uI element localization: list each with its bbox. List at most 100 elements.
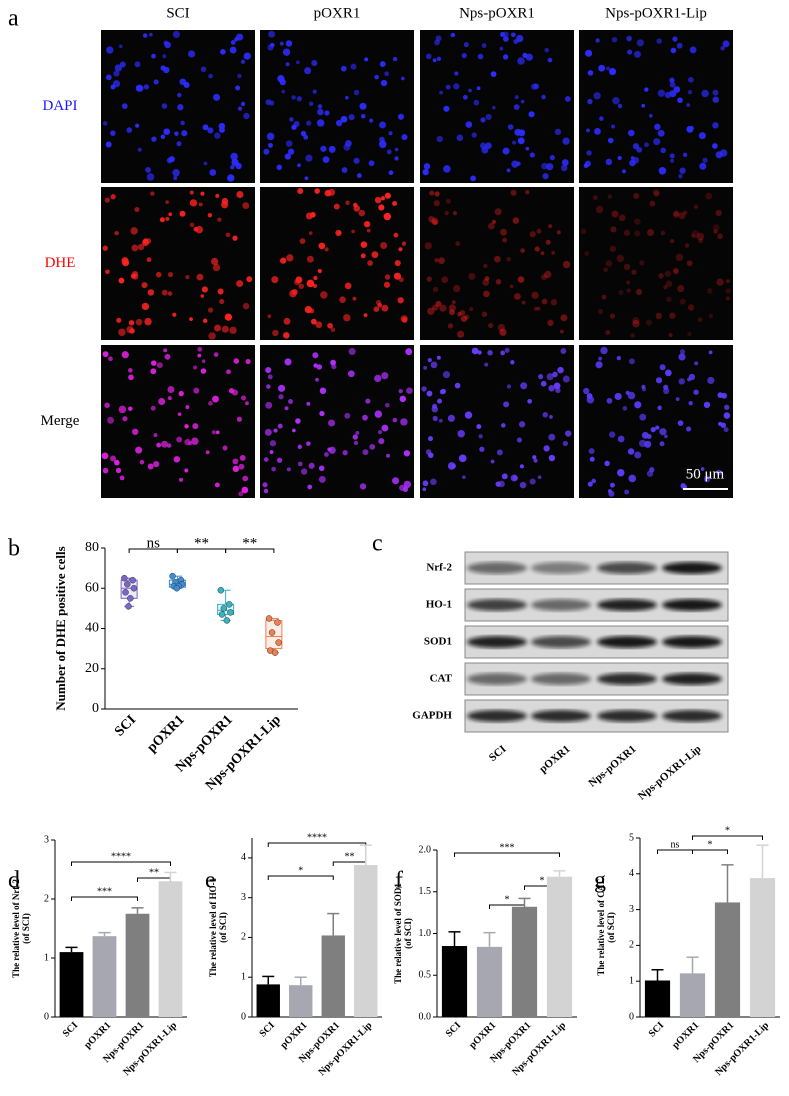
y-tick-label: 20 (85, 661, 99, 676)
cell (454, 71, 459, 76)
cell (502, 31, 509, 38)
cell (655, 312, 663, 320)
cell (135, 84, 143, 92)
cell (406, 387, 413, 394)
cell (456, 330, 465, 338)
cell (359, 483, 367, 490)
cell (267, 44, 274, 51)
x-tick-label: pOXR1 (82, 1020, 113, 1051)
cell (670, 158, 675, 163)
blot-band (597, 710, 657, 722)
cell (394, 259, 401, 267)
cell (520, 248, 525, 253)
cell (483, 290, 490, 298)
cell (243, 112, 250, 120)
cell (377, 430, 383, 435)
cell (167, 396, 172, 401)
cell (353, 205, 361, 212)
y-tick-label: 0.5 (419, 970, 432, 981)
cell (639, 413, 647, 421)
cell (432, 304, 439, 311)
cell (291, 95, 296, 100)
cell (291, 124, 297, 130)
cell (666, 296, 672, 303)
cell (657, 129, 665, 137)
cell (440, 388, 446, 394)
blot-band (662, 710, 722, 722)
cell (626, 49, 633, 55)
cell (266, 132, 275, 141)
blot-band (531, 673, 591, 685)
cell (319, 387, 327, 395)
cell (303, 134, 309, 140)
cell (541, 274, 547, 280)
cell (672, 36, 678, 42)
cell (398, 277, 404, 283)
cell (378, 438, 385, 445)
cell (611, 210, 619, 218)
cell (603, 267, 608, 272)
cell (627, 448, 635, 455)
cell (324, 247, 329, 252)
cell (494, 255, 501, 263)
cell (269, 440, 277, 447)
cell (723, 427, 729, 433)
cell (285, 40, 293, 47)
cell (669, 81, 676, 88)
cell (481, 43, 487, 48)
cell (221, 325, 229, 333)
cell (163, 40, 169, 46)
micrograph (579, 187, 733, 340)
cell (529, 478, 536, 485)
cell (207, 212, 213, 218)
cell (683, 210, 688, 215)
cell (380, 79, 388, 87)
cell (403, 450, 411, 457)
cell (548, 385, 555, 392)
cell (499, 46, 504, 51)
cell (235, 85, 241, 91)
panel-label: b (8, 536, 20, 562)
cell (715, 151, 723, 159)
cell (712, 143, 718, 149)
cell (617, 155, 622, 161)
cell (386, 149, 392, 155)
cell (663, 384, 669, 390)
cell (205, 450, 210, 455)
cell (314, 188, 320, 194)
row-label: Merge (41, 413, 80, 429)
bar (92, 936, 117, 1017)
cell (481, 311, 488, 318)
cell (145, 166, 151, 173)
cell (304, 67, 312, 75)
cell (240, 395, 247, 401)
cell (234, 37, 239, 42)
cell (197, 346, 203, 352)
cell (401, 134, 408, 141)
significance-label: ** (242, 535, 257, 551)
cell (173, 176, 178, 181)
cell (584, 251, 589, 256)
cell (208, 332, 216, 340)
cell (158, 398, 166, 405)
cell (495, 279, 502, 285)
cell (544, 47, 550, 53)
cell (105, 141, 112, 148)
cell (693, 204, 699, 210)
cell (473, 99, 480, 106)
cell (629, 358, 635, 365)
cell (381, 372, 389, 380)
cell (611, 36, 618, 43)
cell (546, 163, 554, 171)
cell (291, 288, 298, 296)
cell (271, 466, 276, 472)
cell (564, 96, 571, 102)
cell (434, 191, 440, 197)
cell (660, 230, 666, 236)
cell (374, 374, 382, 383)
cell (278, 394, 284, 400)
cell (510, 189, 517, 196)
cell (236, 280, 244, 288)
cell (492, 219, 496, 224)
y-tick-label: 2.0 (419, 844, 432, 855)
